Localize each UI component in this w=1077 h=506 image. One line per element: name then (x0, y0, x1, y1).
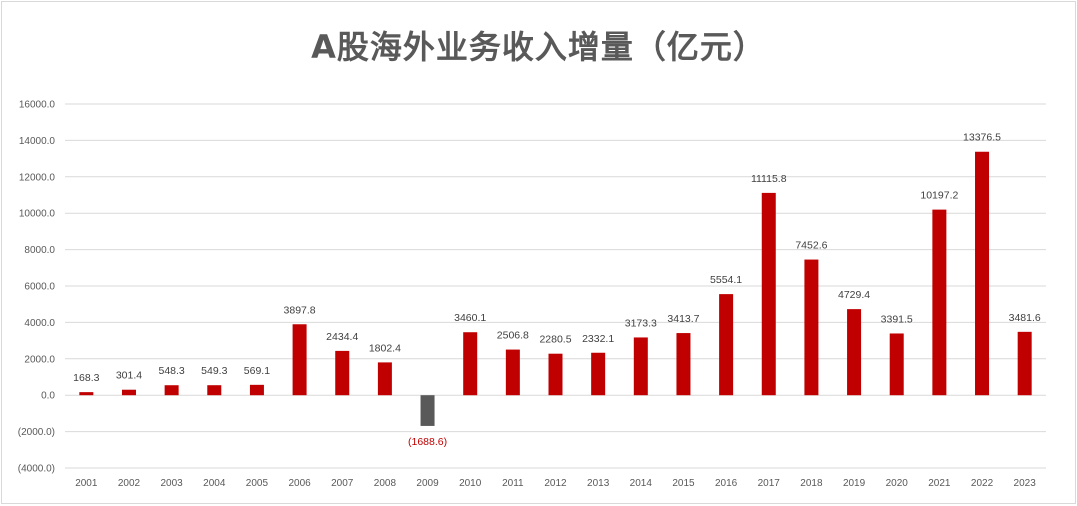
x-tick-label: 2001 (75, 478, 98, 489)
x-tick-label: 2010 (459, 478, 482, 489)
bar-2011 (505, 349, 520, 396)
bar-2004 (207, 385, 222, 396)
y-tick-label: 10000.0 (19, 209, 56, 220)
y-tick-label: 12000.0 (19, 172, 56, 183)
data-label: 2332.1 (582, 333, 614, 345)
y-tick-label: 14000.0 (19, 136, 56, 147)
data-label: 7452.6 (795, 240, 827, 252)
bar-2006 (292, 324, 307, 396)
data-label: 2506.8 (497, 330, 529, 342)
bar-2002 (121, 389, 136, 396)
x-tick-label: 2013 (587, 478, 610, 489)
bar-2021 (932, 209, 947, 396)
data-label: 168.3 (73, 372, 99, 384)
x-tick-label: 2019 (843, 478, 866, 489)
y-tick-label: 4000.0 (24, 318, 55, 329)
bar-2007 (335, 350, 350, 396)
bar-2012 (548, 353, 563, 396)
data-label: 569.1 (244, 365, 270, 377)
x-tick-label: 2022 (971, 478, 994, 489)
bar-2013 (591, 352, 606, 396)
bar-2017 (761, 192, 776, 396)
y-tick-label: 16000.0 (19, 100, 56, 111)
bar-2020 (889, 333, 904, 396)
data-label: 2280.5 (539, 334, 571, 346)
x-tick-label: 2018 (800, 478, 823, 489)
data-label: 3391.5 (881, 313, 913, 325)
bar-2014 (633, 337, 648, 396)
x-tick-label: 2004 (203, 478, 226, 489)
y-tick-label: 8000.0 (24, 245, 55, 256)
bar-2009 (420, 395, 435, 426)
data-label: 1802.4 (369, 342, 401, 354)
data-label: 3481.6 (1009, 312, 1041, 324)
x-tick-label: 2009 (416, 478, 439, 489)
y-tick-label: (2000.0) (18, 427, 55, 438)
data-label: 301.4 (116, 370, 142, 382)
data-label: 4729.4 (838, 289, 870, 301)
x-tick-label: 2008 (374, 478, 397, 489)
x-tick-label: 2017 (758, 478, 781, 489)
data-label: 13376.5 (963, 132, 1001, 144)
x-tick-label: 2012 (544, 478, 567, 489)
bar-2016 (719, 294, 734, 396)
bar-2005 (249, 384, 264, 396)
bar-2019 (847, 309, 862, 396)
bar-2008 (377, 362, 392, 396)
bar-2001 (79, 392, 94, 396)
bar-2023 (1017, 331, 1032, 396)
x-tick-label: 2005 (246, 478, 269, 489)
bar-2018 (804, 259, 819, 396)
data-label: 3173.3 (625, 317, 657, 329)
y-tick-label: 2000.0 (24, 354, 55, 365)
data-label: 3460.1 (454, 312, 486, 324)
x-tick-label: 2016 (715, 478, 738, 489)
data-label: 3897.8 (284, 304, 316, 316)
bar-2003 (164, 385, 179, 396)
data-label: 11115.8 (751, 173, 787, 185)
x-tick-label: 2011 (502, 478, 524, 489)
x-tick-label: 2015 (672, 478, 695, 489)
y-tick-label: 0.0 (41, 391, 55, 402)
data-label: 549.3 (201, 365, 227, 377)
data-label: 5554.1 (710, 274, 742, 286)
data-label: 548.3 (158, 365, 184, 377)
bar-2015 (676, 333, 691, 396)
x-tick-label: 2003 (161, 478, 184, 489)
data-label: 2434.4 (326, 331, 358, 343)
x-tick-label: 2023 (1014, 478, 1037, 489)
bar-2022 (975, 151, 990, 396)
x-tick-label: 2014 (630, 478, 653, 489)
y-tick-label: 6000.0 (24, 282, 55, 293)
y-tick-label: (4000.0) (18, 464, 55, 475)
bar-2010 (463, 332, 478, 396)
data-label: 10197.2 (920, 190, 958, 202)
data-label: 3413.7 (667, 313, 699, 325)
x-tick-label: 2007 (331, 478, 354, 489)
x-tick-label: 2020 (886, 478, 909, 489)
x-tick-label: 2021 (928, 478, 951, 489)
chart-title: A股海外业务收入增量（亿元） (311, 28, 766, 66)
x-tick-label: 2006 (288, 478, 311, 489)
data-label: (1688.6) (408, 436, 447, 448)
x-tick-label: 2002 (118, 478, 141, 489)
